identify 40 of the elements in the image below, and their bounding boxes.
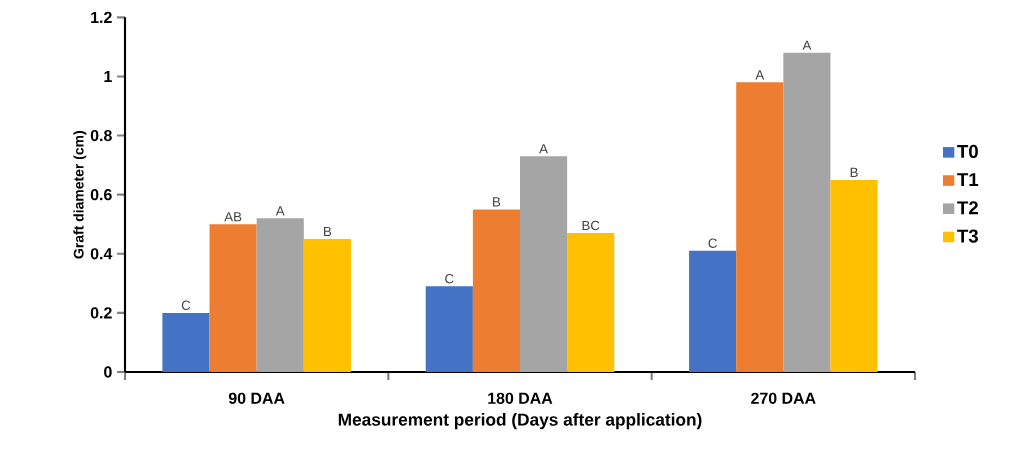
- bar: [783, 52, 831, 372]
- y-axis-title: Graft diameter (cm): [73, 131, 87, 259]
- data-label: BC: [582, 220, 600, 231]
- data-label: C: [708, 238, 717, 248]
- x-tick-label: 180 DAA: [488, 392, 553, 404]
- bar: [425, 286, 473, 372]
- bar: [689, 250, 737, 372]
- data-label: C: [445, 273, 454, 284]
- bar: [303, 239, 351, 372]
- x-tick-label: 90 DAA: [228, 392, 285, 404]
- legend-label: T2: [957, 201, 978, 215]
- data-label: B: [493, 197, 501, 207]
- y-tick-label: 0.2: [90, 307, 112, 319]
- bar: [830, 179, 878, 372]
- bar: [567, 233, 615, 372]
- legend-label: T0: [957, 144, 978, 159]
- bar: [162, 312, 210, 372]
- bar: [256, 218, 304, 372]
- data-label: A: [755, 70, 765, 80]
- x-axis-title: Measurement period (Days after application): [338, 413, 702, 430]
- data-label: A: [539, 144, 548, 154]
- bar: [736, 82, 784, 372]
- y-tick-label: 0.4: [90, 248, 113, 260]
- y-tick-label: 1.2: [91, 11, 112, 23]
- data-label: B: [850, 167, 858, 177]
- bar: [209, 224, 257, 372]
- y-tick-label: 0.8: [90, 129, 112, 142]
- y-tick-label: 0: [104, 366, 112, 378]
- data-label: A: [802, 40, 812, 50]
- x-tick-label: 270 DAA: [751, 392, 816, 404]
- bar: [472, 209, 520, 372]
- legend-label: T1: [957, 173, 979, 186]
- data-label: A: [275, 206, 285, 216]
- legend-label: T3: [957, 229, 978, 243]
- y-tick-label: 0.6: [90, 189, 112, 201]
- data-label: B: [324, 226, 332, 237]
- y-tick-label: 1: [104, 70, 112, 82]
- data-label: AB: [224, 212, 242, 222]
- data-label: C: [181, 300, 191, 310]
- bar: [520, 156, 568, 372]
